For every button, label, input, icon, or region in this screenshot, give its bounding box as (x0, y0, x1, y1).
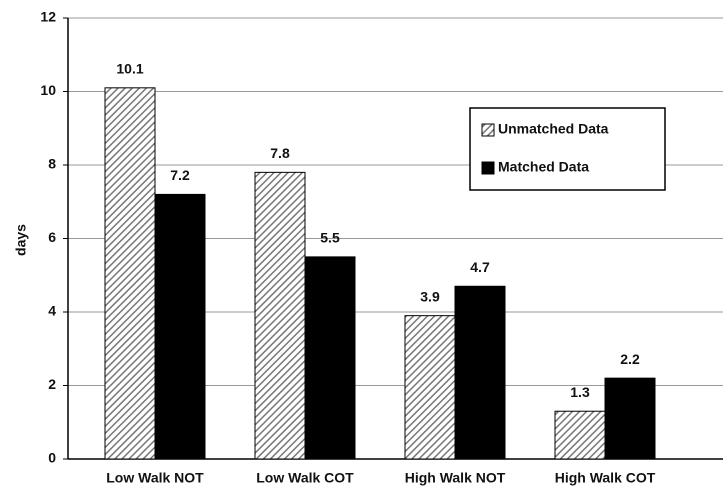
value-label: 5.5 (320, 230, 340, 246)
bar (454, 285, 506, 460)
value-label: 2.2 (620, 351, 640, 367)
y-tick-label: 6 (48, 229, 56, 245)
y-tick-label: 8 (48, 156, 56, 172)
y-tick-label: 0 (48, 450, 56, 466)
value-label: 1.3 (570, 384, 590, 400)
bar (154, 193, 206, 460)
bar (254, 171, 306, 460)
bar (604, 377, 656, 460)
x-tick-label: Low Walk NOT (106, 470, 204, 486)
x-tick-label: Low Walk COT (256, 470, 354, 486)
legend-swatch (481, 123, 495, 137)
y-tick-label: 10 (40, 82, 56, 98)
value-label: 3.9 (420, 288, 440, 304)
bar (404, 315, 456, 460)
legend-box (469, 107, 666, 191)
legend-label: Matched Data (498, 159, 589, 175)
x-tick-label: High Walk COT (555, 470, 656, 486)
value-label: 7.2 (170, 167, 190, 183)
y-axis-label: days (13, 224, 29, 256)
bar (554, 410, 606, 460)
value-label: 4.7 (470, 259, 490, 275)
y-tick-label: 4 (48, 303, 56, 319)
bar (104, 87, 156, 460)
legend-swatch (481, 161, 495, 175)
bar (304, 256, 356, 460)
x-tick-label: High Walk NOT (405, 470, 506, 486)
legend-label: Unmatched Data (498, 121, 609, 137)
y-tick-label: 2 (48, 376, 56, 392)
y-tick-label: 12 (40, 9, 56, 25)
value-label: 7.8 (270, 145, 290, 161)
value-label: 10.1 (116, 61, 143, 77)
